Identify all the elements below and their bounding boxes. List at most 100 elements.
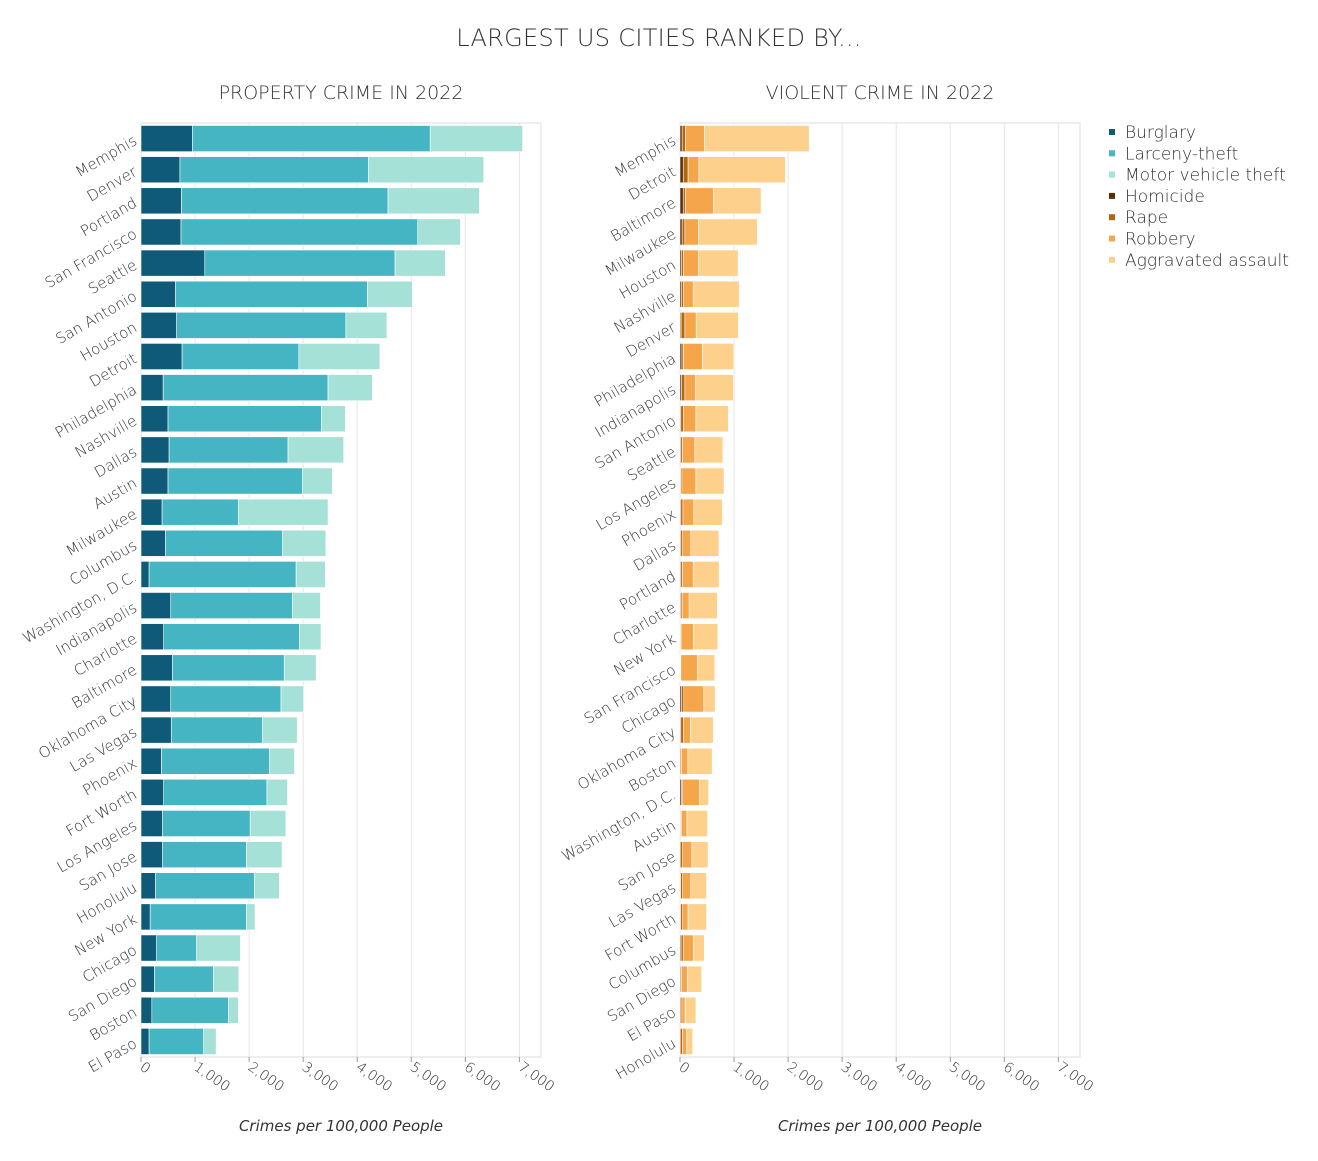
bar-segment xyxy=(695,467,725,495)
bar-segment xyxy=(681,810,688,837)
bar-segment xyxy=(681,374,686,402)
bar-segment xyxy=(693,934,705,962)
x-tick-label: 0 xyxy=(676,1059,692,1077)
bar-segment xyxy=(283,654,317,682)
bar-segment xyxy=(680,872,684,900)
bar-segment xyxy=(681,125,686,152)
bar-segment xyxy=(302,467,333,495)
bar-segment xyxy=(698,249,739,277)
violent-crime-title: VIOLENT CRIME IN 2022 xyxy=(766,82,995,104)
bar-segment xyxy=(682,498,695,526)
bar-segment xyxy=(681,996,686,1024)
bar-segment xyxy=(163,623,300,651)
bar-segment xyxy=(686,810,708,837)
bar-segment xyxy=(180,218,419,246)
bar-segment xyxy=(327,374,373,402)
bar-segment xyxy=(140,405,169,433)
bar-segment xyxy=(685,187,714,215)
bar-segment xyxy=(681,965,688,993)
bar-segment xyxy=(149,903,247,931)
bar-segment xyxy=(140,187,182,215)
chart-main-title: LARGEST US CITIES RANKED BY... xyxy=(456,24,862,52)
bar-segment xyxy=(140,498,163,526)
bar-segment xyxy=(681,747,689,775)
legend-label: Homicide xyxy=(1125,187,1205,207)
category-label: Honolulu xyxy=(612,1034,679,1083)
bar-segment xyxy=(176,311,347,339)
legend-swatch xyxy=(1109,171,1115,178)
bar-segment xyxy=(682,436,696,464)
legend-label: Aggravated assault xyxy=(1125,251,1289,271)
bar-segment xyxy=(682,529,692,557)
bar-segment xyxy=(680,716,684,744)
bar-segment xyxy=(292,592,321,619)
bar-segment xyxy=(140,778,165,806)
legend-swatch xyxy=(1109,235,1115,242)
bar-segment xyxy=(167,467,303,495)
bar-segment xyxy=(299,623,322,651)
bar-segment xyxy=(695,405,729,433)
bar-segment xyxy=(686,1028,694,1055)
bar-segment xyxy=(151,996,229,1024)
x-tick-label: 6,000 xyxy=(1000,1059,1042,1095)
bar-segment xyxy=(175,280,368,308)
bar-segment xyxy=(694,436,724,464)
bar-segment xyxy=(140,903,151,931)
x-tick-label: 7,000 xyxy=(1054,1059,1096,1095)
bar-segment xyxy=(140,965,155,993)
bar-segment xyxy=(161,747,270,775)
bar-segment xyxy=(690,716,714,744)
bar-segment xyxy=(679,1028,683,1055)
bar-segment xyxy=(170,592,293,619)
property-crime-title: PROPERTY CRIME IN 2022 xyxy=(219,82,464,104)
bar-segment xyxy=(683,405,697,433)
bar-segment xyxy=(172,654,285,682)
bar-segment xyxy=(682,561,694,588)
bar-segment xyxy=(269,747,295,775)
bar-segment xyxy=(387,187,480,215)
bar-segment xyxy=(154,965,214,993)
x-tick-label: 0 xyxy=(137,1059,153,1077)
bar-segment xyxy=(680,498,684,526)
bar-segment xyxy=(140,218,182,246)
bar-segment xyxy=(170,685,282,713)
plot-frame-violent xyxy=(679,122,1081,1058)
bar-segment xyxy=(367,280,413,308)
legend-label: Larceny-theft xyxy=(1125,144,1238,164)
bar-segment xyxy=(429,125,523,152)
bar-segment xyxy=(693,623,719,651)
bar-segment xyxy=(682,187,686,215)
bar-segment xyxy=(181,343,300,370)
bar-segment xyxy=(417,218,461,246)
bar-segment xyxy=(204,249,396,277)
bar-segment xyxy=(690,529,720,557)
bar-segment xyxy=(192,125,431,152)
legend-label: Robbery xyxy=(1125,230,1196,250)
bar-segment xyxy=(687,747,713,775)
bar-segment xyxy=(298,343,381,370)
bar-segment xyxy=(213,965,240,993)
x-tick-label: 2,000 xyxy=(784,1059,826,1095)
x-tick-label: 5,000 xyxy=(946,1059,988,1095)
bar-segment xyxy=(321,405,346,433)
x-tick-label: 1,000 xyxy=(730,1059,772,1095)
bar-segment xyxy=(345,311,388,339)
bar-segment xyxy=(683,343,703,370)
bar-segment xyxy=(684,311,697,339)
bar-segment xyxy=(684,218,699,246)
bar-segment xyxy=(148,1028,205,1055)
bar-segment xyxy=(181,187,389,215)
legend-swatch xyxy=(1109,129,1115,135)
bar-segment xyxy=(679,841,684,869)
bar-segment xyxy=(683,685,705,713)
legend-label: Rape xyxy=(1125,208,1168,228)
bar-segment xyxy=(162,841,247,869)
bar-segment xyxy=(681,685,685,713)
bar-segment xyxy=(140,716,172,744)
x-tick-label: 2,000 xyxy=(245,1059,287,1095)
bar-segment xyxy=(140,592,172,619)
bar-segment xyxy=(691,841,709,869)
bar-segment xyxy=(679,218,683,246)
bar-segment xyxy=(179,156,369,184)
bar-segment xyxy=(162,374,329,402)
